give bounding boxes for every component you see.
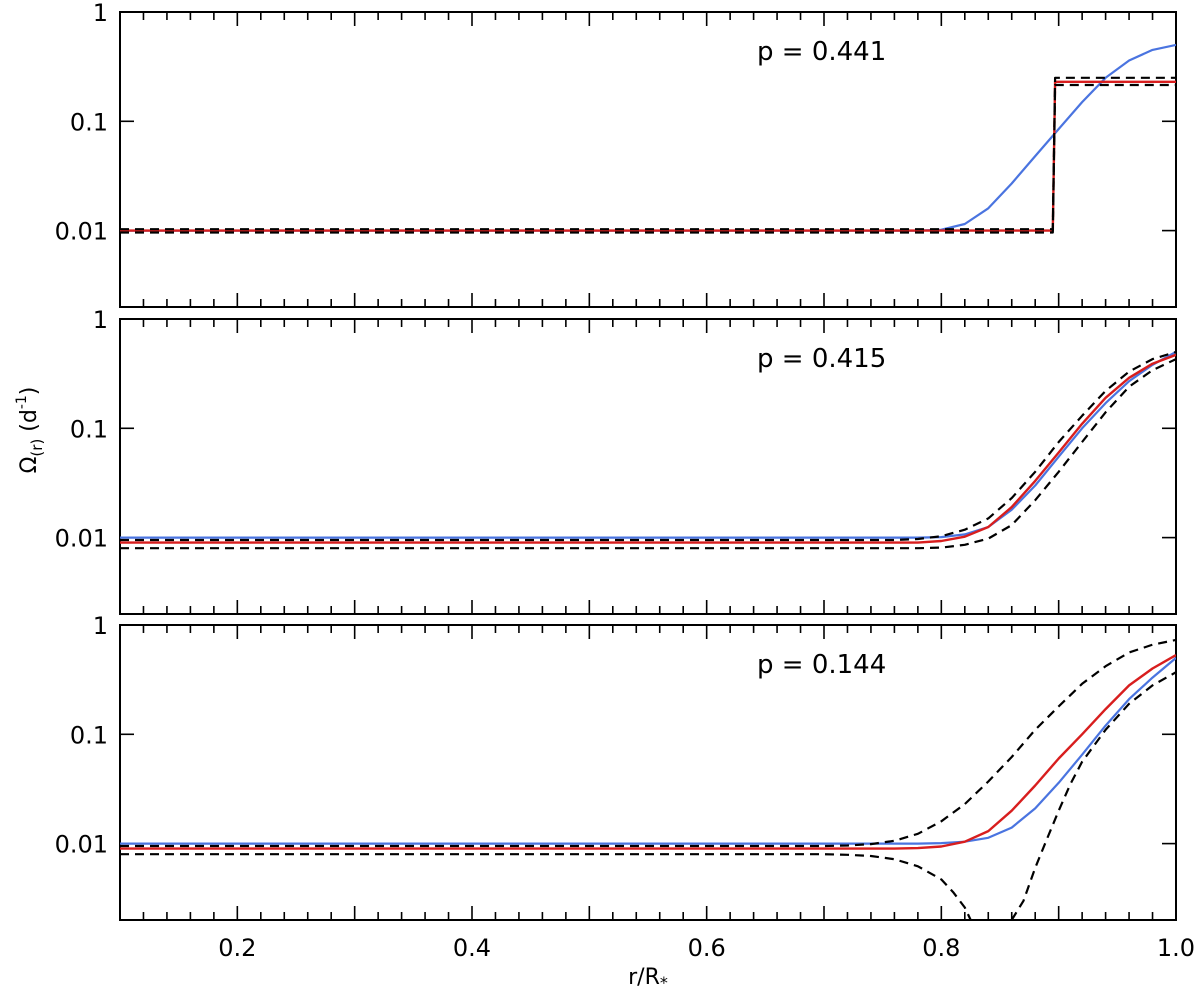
y-axis-label-subscript: (r) <box>28 439 46 457</box>
series-line-black-dashed <box>120 83 1176 234</box>
y-axis-label-close: ) <box>17 387 42 396</box>
y-tick-label: 0.1 <box>70 108 108 136</box>
y-tick-label: 0.01 <box>55 525 108 553</box>
y-tick-label: 0.01 <box>55 218 108 246</box>
y-tick-label: 1 <box>93 612 108 640</box>
x-tick-label: 0.8 <box>922 934 960 962</box>
series-group <box>120 350 1176 550</box>
series-line-red-solid <box>120 353 1176 544</box>
series-line-red-solid <box>120 80 1176 232</box>
panel-frame <box>119 624 1177 921</box>
y-tick-label: 1 <box>93 306 108 334</box>
panel-frame <box>119 11 1177 308</box>
series-group <box>120 638 1176 920</box>
series-group <box>120 43 1176 234</box>
y-tick-label: 0.1 <box>70 721 108 749</box>
x-tick-label: 0.2 <box>218 934 256 962</box>
y-axis-label-symbol: Ω <box>17 457 42 474</box>
x-axis-label-text: r/R <box>628 965 660 988</box>
x-tick-labels: 0.2 0.4 0.6 0.8 1.0 <box>218 934 1195 962</box>
panels: 1 0.1 0.01 p = 0.441 1 0.1 0.01 p = 0.415 1 0.1 0.… <box>55 0 1177 921</box>
panel-annotation: p = 0.441 <box>757 37 886 67</box>
panel-annotation: p = 0.415 <box>757 344 886 374</box>
series-line-blue-solid <box>120 43 1176 232</box>
series-line-black-dashed <box>120 350 1176 542</box>
y-axis-label-superscript: -1 <box>14 395 30 409</box>
y-tick-label: 0.1 <box>70 415 108 443</box>
x-tick-label: 0.6 <box>688 934 726 962</box>
series-line-black-dashed <box>120 853 972 920</box>
series-line-black-dashed <box>120 358 1176 550</box>
x-tick-label: 1.0 <box>1157 934 1195 962</box>
x-axis-label: r/R* <box>628 965 668 988</box>
x-tick-label: 0.4 <box>453 934 491 962</box>
y-tick-label: 0.01 <box>55 831 108 859</box>
series-line-red-solid <box>120 654 1176 850</box>
x-axis-label-subscript: * <box>660 973 668 988</box>
panel-1: 1 0.1 0.01 p = 0.441 <box>55 0 1177 308</box>
series-line-black-dashed <box>1010 671 1176 920</box>
series-line-black-dashed <box>120 76 1176 231</box>
series-line-blue-solid <box>120 350 1176 539</box>
y-axis-label: Ω(r) (d-1) <box>14 387 46 474</box>
series-line-blue-solid <box>120 657 1176 845</box>
panel-annotation: p = 0.144 <box>757 650 886 680</box>
panel-3: 1 0.1 0.01 p = 0.144 <box>55 612 1177 921</box>
panel-2: 1 0.1 0.01 p = 0.415 <box>55 306 1177 615</box>
panel-frame <box>119 318 1177 615</box>
series-line-black-dashed <box>120 638 1176 848</box>
y-tick-label: 1 <box>93 0 108 27</box>
y-axis-label-unit: (d <box>17 409 42 439</box>
